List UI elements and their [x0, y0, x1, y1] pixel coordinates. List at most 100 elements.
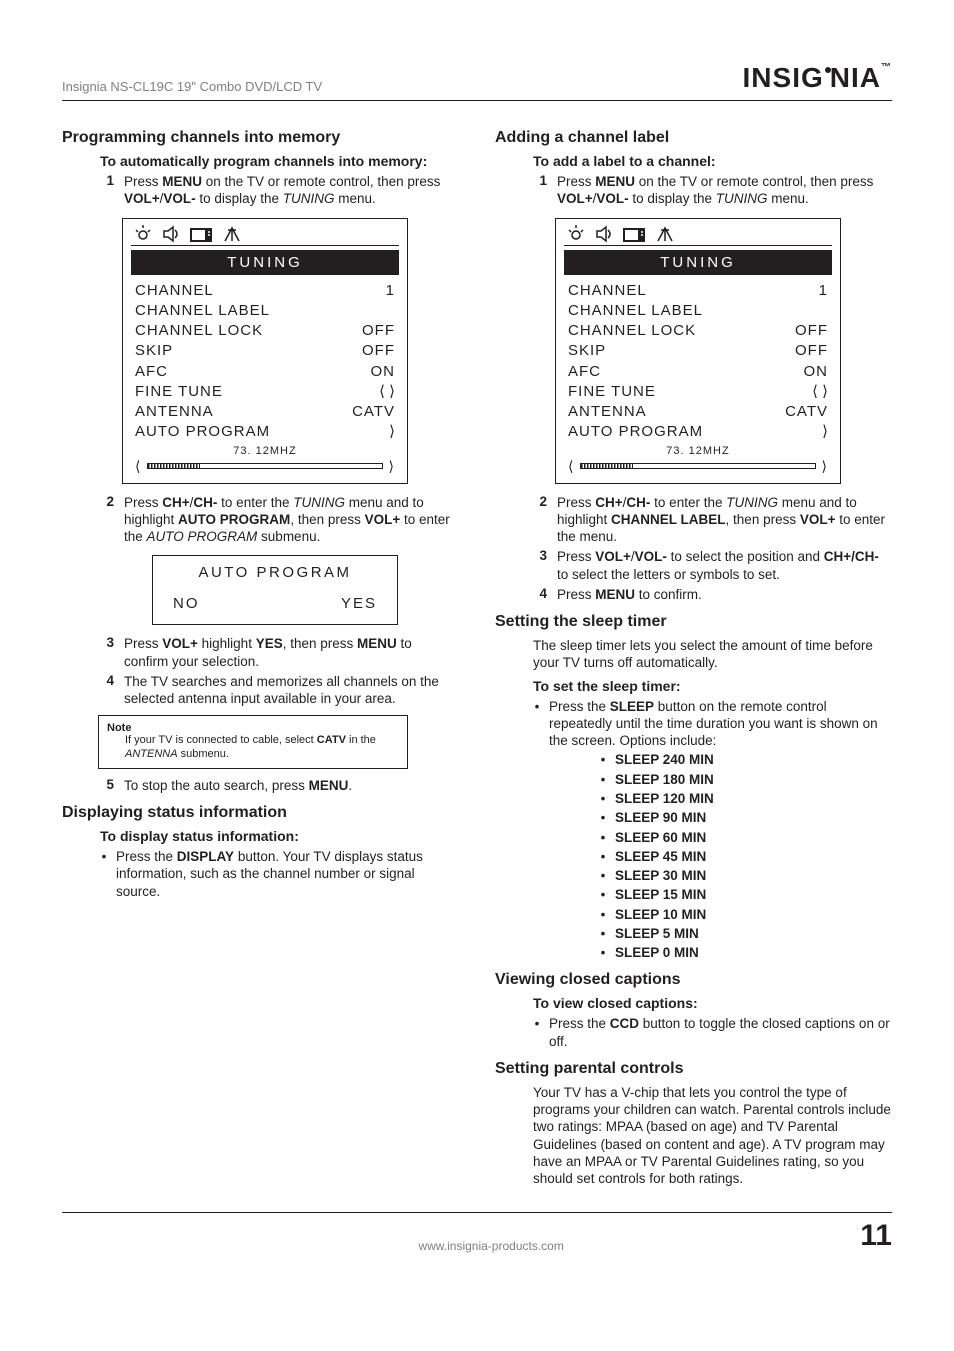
osd-progress: ⟨ ⟩: [568, 459, 828, 473]
step: 1 Press MENU on the TV or remote control…: [100, 173, 459, 208]
osd-value: ⟩: [822, 422, 828, 442]
t: .: [348, 778, 352, 793]
brand-text-left: INSI: [743, 62, 801, 93]
osd-value: 1: [819, 281, 828, 301]
footer-url: www.insignia-products.com: [122, 1239, 860, 1253]
osd-row: SKIPOFF: [568, 341, 828, 361]
step-number: 2: [100, 494, 114, 546]
osd-row: FINE TUNE⟨ ⟩: [568, 382, 828, 402]
arrow-left-icon: ⟨: [135, 459, 141, 473]
bullet-item: •SLEEP 45 MIN: [599, 848, 892, 865]
t: to confirm.: [635, 587, 702, 602]
osd-option-yes: YES: [341, 595, 377, 612]
speaker-icon: [161, 225, 181, 243]
step-text: Press CH+/CH- to enter the TUNING menu a…: [557, 494, 892, 546]
subsection: To display status information: • Press t…: [62, 828, 459, 900]
t: CH-: [626, 495, 650, 510]
subsection: To view closed captions: • Press the CCD…: [495, 995, 892, 1050]
t: VOL-: [596, 191, 628, 206]
osd-label: SKIP: [568, 341, 606, 361]
osd-label: CHANNEL LOCK: [568, 321, 696, 341]
sleep-option: SLEEP 15 MIN: [615, 886, 892, 903]
tv-icon: [622, 225, 646, 243]
t: to enter the: [650, 495, 726, 510]
osd-label: AFC: [135, 362, 168, 382]
subsection: Your TV has a V-chip that lets you contr…: [495, 1084, 892, 1188]
osd-auto-options: NO YES: [165, 595, 385, 612]
procedure-heading: To add a label to a channel:: [533, 153, 892, 169]
sleep-option: SLEEP 120 MIN: [615, 790, 892, 807]
osd-label: AUTO PROGRAM: [135, 422, 270, 442]
osd-label: CHANNEL LOCK: [135, 321, 263, 341]
t: Press: [557, 549, 595, 564]
bullet-item: • Press the DISPLAY button. Your TV disp…: [100, 848, 459, 900]
arrow-right-icon: ⟩: [389, 459, 395, 473]
bullet-icon: •: [533, 1015, 541, 1050]
osd-label: FINE TUNE: [135, 382, 223, 402]
osd-value: ⟩: [389, 422, 395, 442]
left-column: Programming channels into memory To auto…: [62, 119, 459, 1192]
procedure-heading: To view closed captions:: [533, 995, 892, 1011]
step-number: 4: [100, 673, 114, 708]
section-heading: Adding a channel label: [495, 129, 892, 147]
t: TUNING: [726, 495, 778, 510]
bullet-icon: •: [599, 751, 607, 768]
step-text: Press CH+/CH- to enter the TUNING menu a…: [124, 494, 459, 546]
t: to select the position and: [667, 549, 824, 564]
subsection: To add a label to a channel: 1 Press MEN…: [495, 153, 892, 603]
step-text: Press MENU on the TV or remote control, …: [124, 173, 459, 208]
osd-value: ⟨ ⟩: [812, 382, 828, 402]
step: 4 The TV searches and memorizes all chan…: [100, 673, 459, 708]
t: to display the: [629, 191, 716, 206]
step: 2 Press CH+/CH- to enter the TUNING menu…: [100, 494, 459, 546]
t: TUNING: [283, 191, 335, 206]
bullet-icon: •: [599, 906, 607, 923]
paragraph: Your TV has a V-chip that lets you contr…: [533, 1084, 892, 1188]
procedure-heading: To set the sleep timer:: [533, 678, 892, 694]
osd-row: ANTENNACATV: [568, 402, 828, 422]
sleep-option: SLEEP 90 MIN: [615, 809, 892, 826]
bullet-icon: •: [599, 809, 607, 826]
osd-value: CATV: [352, 402, 395, 422]
osd-row: CHANNEL1: [135, 281, 395, 301]
osd-label: CHANNEL LABEL: [568, 301, 703, 321]
step-number: 3: [533, 548, 547, 583]
osd-value: ON: [804, 362, 829, 382]
t: SLEEP: [610, 699, 654, 714]
trademark: ™: [881, 62, 892, 73]
t: Press: [124, 495, 162, 510]
step: 4 Press MENU to confirm.: [533, 586, 892, 603]
t: MENU: [595, 587, 635, 602]
osd-title: TUNING: [564, 250, 832, 275]
section-heading: Programming channels into memory: [62, 129, 459, 147]
t: MENU: [162, 174, 202, 189]
osd-frequency: 73. 12MHZ: [135, 445, 395, 457]
osd-body: CHANNEL1 CHANNEL LABEL CHANNEL LOCKOFF S…: [131, 275, 399, 475]
osd-value: ⟨ ⟩: [379, 382, 395, 402]
bullet-item: • Press the SLEEP button on the remote c…: [533, 698, 892, 750]
t: To stop the auto search, press: [124, 778, 309, 793]
sleep-option: SLEEP 5 MIN: [615, 925, 892, 942]
step-text: Press VOL+ highlight YES, then press MEN…: [124, 635, 459, 670]
bullet-item: • Press the CCD button to toggle the clo…: [533, 1015, 892, 1050]
step-text: Press VOL+/VOL- to select the position a…: [557, 548, 892, 583]
step: 3 Press VOL+/VOL- to select the position…: [533, 548, 892, 583]
step-number: 1: [533, 173, 547, 208]
t: DISPLAY: [177, 849, 234, 864]
progress-fill: [148, 464, 199, 468]
brand-text-right: NIA: [830, 62, 881, 93]
step-number: 4: [533, 586, 547, 603]
page-number: 11: [860, 1219, 892, 1253]
tv-icon: [189, 225, 213, 243]
antenna-icon: [654, 225, 676, 243]
bullet-item: •SLEEP 180 MIN: [599, 771, 892, 788]
osd-auto-program: AUTO PROGRAM NO YES: [152, 555, 398, 625]
content-columns: Programming channels into memory To auto…: [62, 119, 892, 1192]
t: CATV: [317, 734, 346, 746]
osd-icon-row: [131, 225, 399, 246]
arrow-right-icon: ⟩: [822, 459, 828, 473]
t: CCD: [610, 1016, 639, 1031]
sleep-options-list: •SLEEP 240 MIN•SLEEP 180 MIN•SLEEP 120 M…: [533, 751, 892, 961]
subsection: 5 To stop the auto search, press MENU.: [62, 777, 459, 794]
t: TUNING: [716, 191, 768, 206]
